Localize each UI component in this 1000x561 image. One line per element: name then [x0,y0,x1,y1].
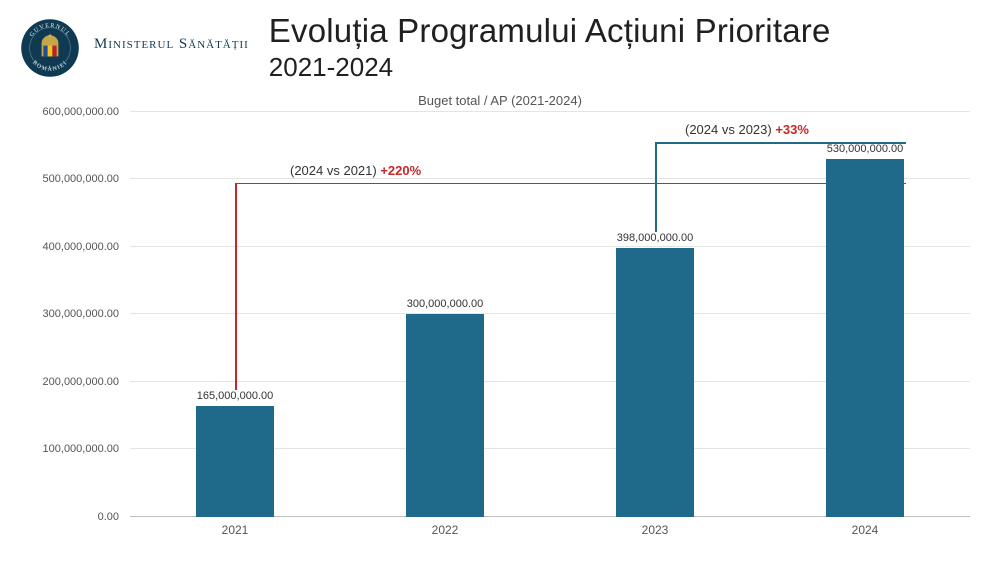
bars-container: 165,000,000.00 300,000,000.00 398,000,000.… [130,112,970,517]
x-axis: 2021202220232024 [130,517,970,542]
y-tick-label: 200,000,000.00 [43,376,119,388]
ministry-logo: GUVERNUL ROMÂNIEI [20,18,80,78]
y-tick-label: 0.00 [98,511,119,523]
bar [196,406,274,517]
bar [406,314,484,517]
x-tick-label: 2021 [130,517,340,542]
y-tick-label: 500,000,000.00 [43,173,119,185]
bar-column: 165,000,000.00 [130,112,340,517]
y-tick-label: 100,000,000.00 [43,443,119,455]
header: GUVERNUL ROMÂNIEI Ministerul Sănătății E… [0,0,1000,83]
bar-column: 300,000,000.00 [340,112,550,517]
bar-value-label: 398,000,000.00 [617,232,693,244]
y-axis: 0.00100,000,000.00200,000,000.00300,000,… [30,112,125,517]
x-tick-label: 2022 [340,517,550,542]
bar-column: 398,000,000.00 [550,112,760,517]
bar-value-label: 530,000,000.00 [827,143,903,155]
y-tick-label: 400,000,000.00 [43,241,119,253]
page-subtitle: 2021-2024 [269,52,831,83]
page-title: Evoluția Programului Acțiuni Prioritare [269,12,831,50]
chart-title: Buget total / AP (2021-2024) [0,93,1000,108]
bar-chart: 0.00 100,000,000.00 200,000,000.00 300,000,… [30,112,970,542]
bar-value-label: 165,000,000.00 [197,390,273,402]
bar-column: 530,000,000.00 [760,112,970,517]
x-tick-label: 2024 [760,517,970,542]
y-tick-label: 300,000,000.00 [43,308,119,320]
bar [616,248,694,517]
bar [826,159,904,517]
title-block: Evoluția Programului Acțiuni Prioritare … [269,12,831,83]
y-tick-label: 600,000,000.00 [43,106,119,118]
x-tick-label: 2023 [550,517,760,542]
ministry-name: Ministerul Sănătății [94,36,249,53]
bar-value-label: 300,000,000.00 [407,298,483,310]
